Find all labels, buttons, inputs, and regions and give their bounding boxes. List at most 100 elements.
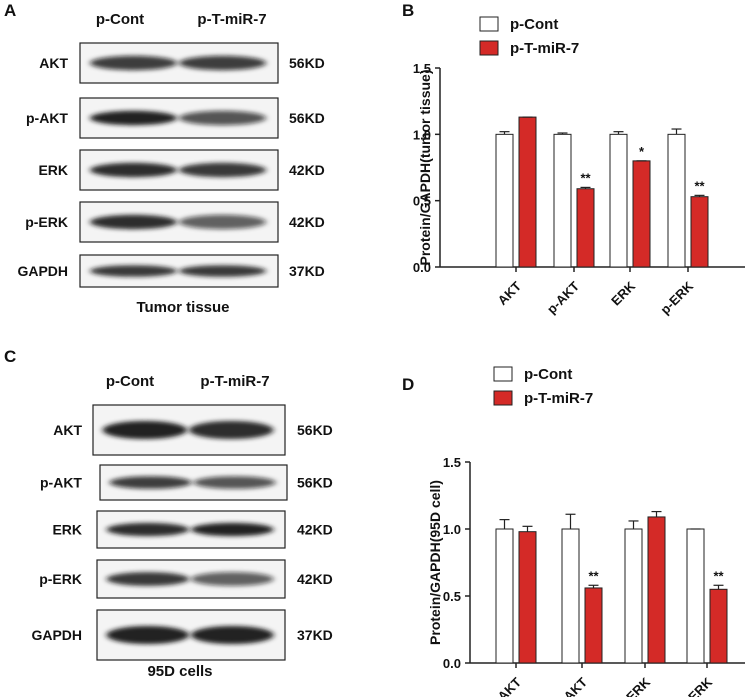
blot-band: [89, 110, 178, 126]
bar: [576, 188, 595, 268]
blot-band: [191, 572, 274, 586]
error-bar: [580, 186, 591, 189]
error-bar: [694, 194, 705, 197]
protein-label: GAPDH: [31, 627, 82, 643]
lane-header: p-Cont: [96, 11, 144, 28]
blot-band: [89, 214, 178, 230]
size-label: 42KD: [297, 522, 333, 538]
blot-band: [179, 214, 267, 230]
error-bar: [713, 584, 724, 590]
protein-label: p-ERK: [25, 214, 68, 230]
blot-band: [109, 476, 192, 489]
legend-label: p-Cont: [510, 16, 558, 33]
bar: [667, 133, 686, 268]
error-bar: [522, 525, 533, 532]
size-label: 56KD: [297, 475, 333, 491]
legend-swatch: [479, 16, 499, 32]
x-tick-label: ERK: [623, 674, 653, 697]
blot-band: [179, 110, 267, 126]
y-tick-label: 1.0: [443, 522, 461, 537]
blot-band: [189, 421, 274, 439]
blot-band: [89, 162, 178, 178]
bar: [584, 587, 603, 664]
legend-swatch: [479, 40, 499, 56]
protein-label: p-ERK: [39, 571, 82, 587]
blot-band: [89, 55, 178, 71]
error-bar: [613, 131, 624, 135]
size-label: 56KD: [289, 55, 325, 71]
error-bar: [671, 128, 682, 135]
panel-letter: B: [402, 1, 414, 20]
protein-label: GAPDH: [17, 263, 68, 279]
error-bar: [628, 520, 639, 529]
y-axis-label: Protein/GAPDH(95D cell): [427, 480, 443, 645]
size-label: 37KD: [297, 627, 333, 643]
blot-band: [102, 421, 188, 439]
y-tick-label: 0.0: [443, 656, 461, 671]
bar: [647, 516, 666, 664]
error-bar: [588, 584, 599, 588]
y-tick-label: 1.0: [413, 127, 431, 142]
error-bar: [651, 510, 662, 517]
significance: **: [588, 568, 599, 583]
protein-label: ERK: [38, 162, 68, 178]
y-tick-label: 0.5: [413, 194, 431, 209]
significance: **: [694, 178, 705, 193]
bar: [624, 528, 643, 664]
x-tick-label: AKT: [495, 674, 525, 697]
legend-label: p-Cont: [524, 366, 572, 383]
blot-band: [106, 572, 190, 586]
y-tick-label: 1.5: [413, 61, 431, 76]
x-tick-label: ERK: [608, 278, 638, 308]
y-tick-label: 0.0: [413, 260, 431, 275]
panel-letter: A: [4, 1, 16, 20]
bar: [495, 528, 514, 664]
size-label: 42KD: [297, 571, 333, 587]
protein-label: AKT: [39, 55, 68, 71]
x-tick-label: p-AKT: [552, 674, 590, 697]
blot-band: [106, 522, 190, 537]
significance: *: [639, 144, 645, 159]
bar: [553, 133, 572, 268]
significance: **: [713, 568, 724, 583]
blot-band: [89, 265, 178, 277]
bar: [709, 588, 728, 664]
x-tick-label: AKT: [495, 278, 525, 308]
error-bar: [557, 132, 568, 135]
x-tick-label: p-ERK: [657, 278, 696, 317]
blot-band: [191, 626, 274, 644]
protein-label: AKT: [53, 422, 82, 438]
protein-label: ERK: [52, 522, 82, 538]
panel-letter: C: [4, 347, 16, 366]
bar: [632, 160, 651, 268]
legend-label: p-T-miR-7: [524, 390, 593, 407]
size-label: 56KD: [289, 110, 325, 126]
bar: [690, 196, 709, 268]
x-tick-label: p-AKT: [544, 278, 582, 316]
size-label: 42KD: [289, 214, 325, 230]
blot-caption: 95D cells: [147, 663, 212, 680]
bar: [609, 133, 628, 268]
blot-band: [191, 522, 274, 537]
blot-band: [106, 626, 190, 644]
legend-swatch: [493, 366, 513, 382]
legend-label: p-T-miR-7: [510, 40, 579, 57]
x-tick-label: p-ERK: [676, 674, 715, 697]
blot-band: [179, 265, 267, 277]
protein-label: p-AKT: [40, 475, 82, 491]
error-bar: [499, 131, 510, 135]
blot-caption: Tumor tissue: [136, 299, 229, 316]
blot-band: [179, 55, 267, 71]
size-label: 37KD: [289, 263, 325, 279]
y-tick-label: 0.5: [443, 589, 461, 604]
panel-letter: D: [402, 375, 414, 394]
significance: **: [580, 170, 591, 185]
error-bar: [565, 513, 576, 529]
lane-header: p-T-miR-7: [200, 373, 269, 390]
bar: [686, 528, 705, 664]
y-axis-label: Protein/GAPDH(tumor tissue): [417, 69, 433, 265]
legend-swatch: [493, 390, 513, 406]
lane-header: p-Cont: [106, 373, 154, 390]
bar: [518, 531, 537, 664]
